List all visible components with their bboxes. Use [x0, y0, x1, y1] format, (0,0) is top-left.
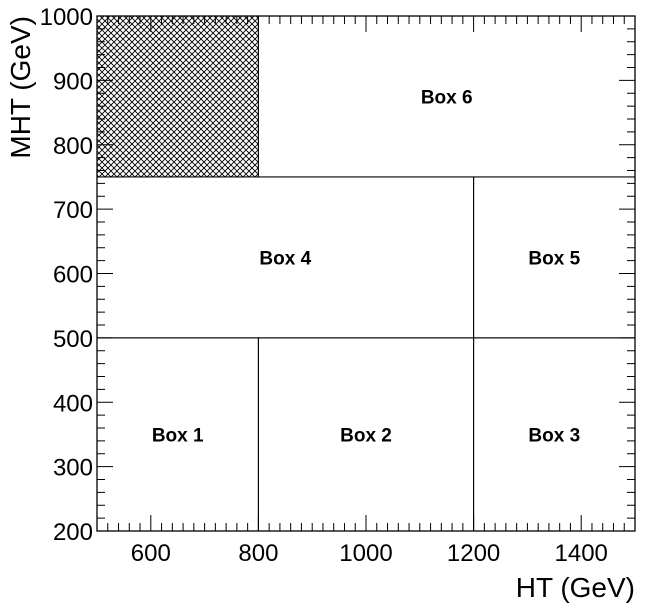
excluded-region-hatch — [96, 15, 259, 178]
region-label-1: Box 1 — [152, 425, 204, 446]
ticks-layer — [97, 16, 635, 531]
regions-layer — [96, 15, 636, 532]
plot-frame — [96, 15, 636, 532]
y-tick-label: 500 — [53, 326, 93, 353]
x-tick-label: 1000 — [339, 540, 392, 567]
region-label-3: Box 3 — [528, 425, 580, 446]
x-tick-label: 1200 — [447, 540, 500, 567]
region-label-5: Box 5 — [528, 248, 580, 269]
region-label-4: Box 4 — [259, 248, 311, 269]
y-tick-label: 700 — [53, 197, 93, 224]
y-tick-label: 1000 — [40, 4, 93, 31]
x-tick-label: 800 — [238, 540, 278, 567]
y-axis-title: MHT (GeV) — [5, 16, 36, 159]
labels-layer: Box 1 Box 2 Box 3 Box 4 Box 5 Box 6 600 800 1000… — [40, 4, 608, 567]
y-tick-label: 800 — [53, 133, 93, 160]
y-tick-label: 300 — [53, 455, 93, 482]
y-tick-label: 400 — [53, 390, 93, 417]
x-tick-label: 600 — [131, 540, 171, 567]
region-label-2: Box 2 — [340, 425, 392, 446]
x-tick-label: 1400 — [555, 540, 608, 567]
y-tick-label: 900 — [53, 68, 93, 95]
y-tick-label: 200 — [53, 519, 93, 546]
region-label-6: Box 6 — [421, 87, 473, 108]
y-tick-label: 600 — [53, 262, 93, 289]
x-axis-title: HT (GeV) — [516, 572, 635, 603]
